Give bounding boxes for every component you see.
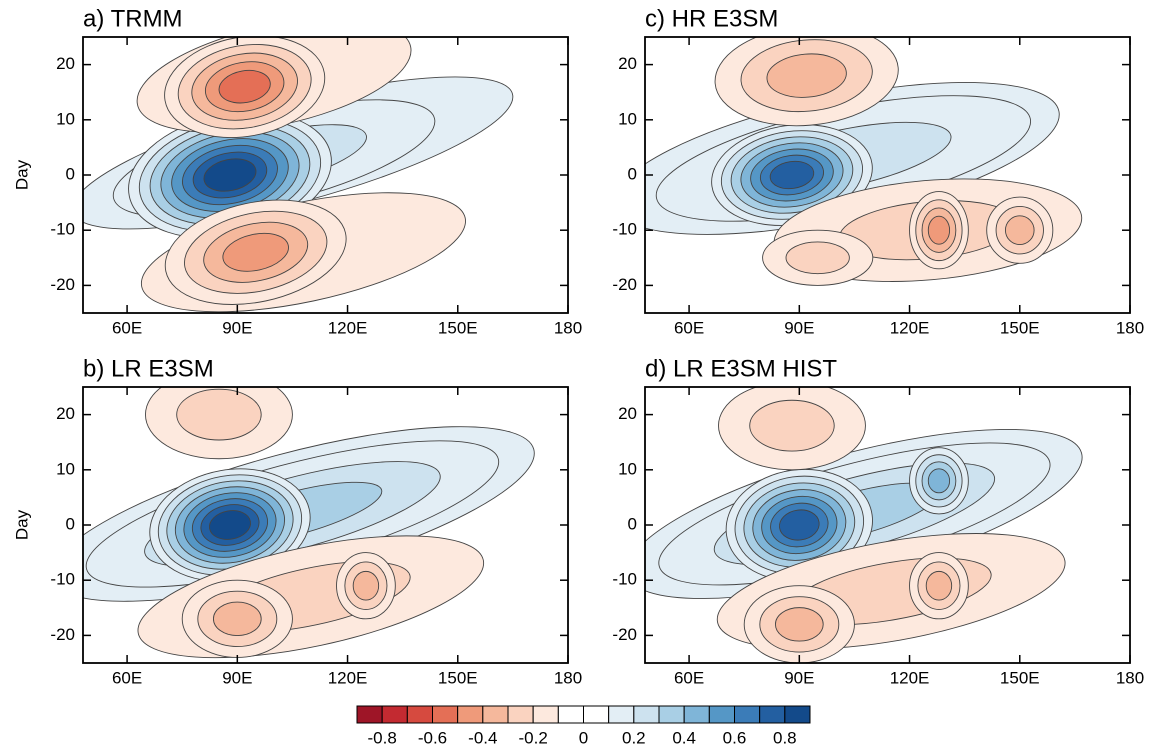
- colorbar-box: [507, 705, 534, 724]
- contours: [83, 387, 535, 659]
- panel-title: a) TRMM: [83, 5, 183, 32]
- contour: [218, 69, 271, 104]
- panel: c) HR E3SM 60E 90E 120E 150E 180 -20 -10 0 10 20: [612, 5, 1144, 337]
- colorbar-box: [708, 705, 735, 724]
- contour: [352, 570, 380, 601]
- colorbar-box: [532, 705, 559, 724]
- x-tick-label: 90E: [222, 318, 252, 337]
- panel-title: c) HR E3SM: [645, 5, 778, 32]
- contour: [203, 158, 257, 192]
- contour: [927, 215, 951, 245]
- colorbar-label: -0.6: [418, 728, 447, 747]
- colorbar-box: [784, 705, 811, 724]
- colorbar-box: [759, 705, 786, 724]
- x-tick-label: 120E: [890, 318, 930, 337]
- panel: a) TRMM Day 60E 90E 120E 150E 180 -20 -10 0 10 20: [12, 5, 582, 337]
- y-tick-label: 0: [628, 514, 637, 533]
- x-tick-label: 180: [554, 668, 582, 687]
- colorbar-label: -0.4: [468, 728, 497, 747]
- y-tick-label: -10: [50, 570, 75, 589]
- colorbar-box: [457, 705, 484, 724]
- colorbar-box: [683, 705, 710, 724]
- panel: b) LR E3SM Day 60E 90E 120E 150E 180 -20 -10 0 10 2…: [12, 355, 582, 687]
- colorbar-box: [583, 705, 610, 724]
- colorbar-box: [633, 705, 660, 724]
- panel-title: b) LR E3SM: [83, 355, 214, 382]
- y-tick-label: -20: [50, 275, 75, 294]
- contour: [176, 388, 262, 441]
- y-tick-label: 20: [618, 54, 637, 73]
- contour: [927, 468, 951, 494]
- x-tick-label: 150E: [438, 668, 478, 687]
- x-tick-label: 60E: [112, 318, 142, 337]
- contour: [1004, 215, 1035, 246]
- colorbar-label: -0.8: [368, 728, 397, 747]
- colorbar-label: 0.6: [723, 728, 747, 747]
- colorbar-box: [432, 705, 459, 724]
- panel: d) LR E3SM HIST 60E 90E 120E 150E 180 -20 -10 0 1…: [612, 355, 1144, 687]
- colorbar-box: [482, 705, 509, 724]
- y-tick-label: 10: [618, 459, 637, 478]
- contours: [645, 37, 1083, 286]
- colorbar-box: [608, 705, 635, 724]
- y-axis-label: Day: [12, 159, 31, 190]
- x-tick-label: 180: [1116, 668, 1144, 687]
- y-tick-label: 0: [628, 164, 637, 183]
- colorbar-label: -0.2: [519, 728, 548, 747]
- contour: [769, 160, 815, 190]
- x-tick-label: 60E: [674, 668, 704, 687]
- contour: [779, 509, 820, 541]
- x-tick-label: 120E: [328, 318, 368, 337]
- colorbar-label: 0.8: [773, 728, 797, 747]
- colorbar-box: [658, 705, 685, 724]
- contour: [749, 399, 835, 452]
- y-tick-label: 20: [56, 54, 75, 73]
- x-tick-label: 150E: [1000, 668, 1040, 687]
- x-tick-label: 150E: [1000, 318, 1040, 337]
- contour: [222, 232, 289, 272]
- x-tick-label: 90E: [784, 318, 814, 337]
- contour: [212, 601, 262, 637]
- x-tick-label: 180: [1116, 318, 1144, 337]
- colorbar-box: [406, 705, 434, 724]
- x-tick-label: 150E: [438, 318, 478, 337]
- y-tick-label: -20: [612, 625, 637, 644]
- colorbar-box: [381, 705, 408, 724]
- y-tick-label: -10: [50, 220, 75, 239]
- contour: [785, 241, 850, 275]
- colorbar-label: 0.2: [622, 728, 646, 747]
- y-tick-label: 10: [56, 109, 75, 128]
- contours: [645, 387, 1083, 663]
- y-axis-label: Day: [12, 509, 31, 540]
- colorbar-box: [557, 705, 584, 724]
- y-tick-label: 10: [618, 109, 637, 128]
- colorbar-label: 0: [579, 728, 588, 747]
- y-tick-label: -20: [50, 625, 75, 644]
- y-tick-label: 20: [618, 404, 637, 423]
- contour: [766, 53, 847, 98]
- x-tick-label: 90E: [222, 668, 252, 687]
- y-tick-label: 20: [56, 404, 75, 423]
- x-tick-label: 60E: [112, 668, 142, 687]
- x-tick-label: 180: [554, 318, 582, 337]
- colorbar-box: [356, 705, 383, 724]
- x-tick-label: 90E: [784, 668, 814, 687]
- y-tick-label: 10: [56, 459, 75, 478]
- y-tick-label: -20: [612, 275, 637, 294]
- contour: [208, 510, 251, 540]
- x-tick-label: 60E: [674, 318, 704, 337]
- colorbar-box: [734, 705, 761, 724]
- contour: [925, 570, 953, 601]
- x-tick-label: 120E: [890, 668, 930, 687]
- contour: [774, 607, 824, 642]
- x-tick-label: 120E: [328, 668, 368, 687]
- panel-title: d) LR E3SM HIST: [645, 355, 837, 382]
- contours: [83, 37, 514, 313]
- y-tick-label: 0: [66, 164, 75, 183]
- y-tick-label: -10: [612, 220, 637, 239]
- y-tick-label: 0: [66, 514, 75, 533]
- y-tick-label: -10: [612, 570, 637, 589]
- colorbar-label: 0.4: [672, 728, 696, 747]
